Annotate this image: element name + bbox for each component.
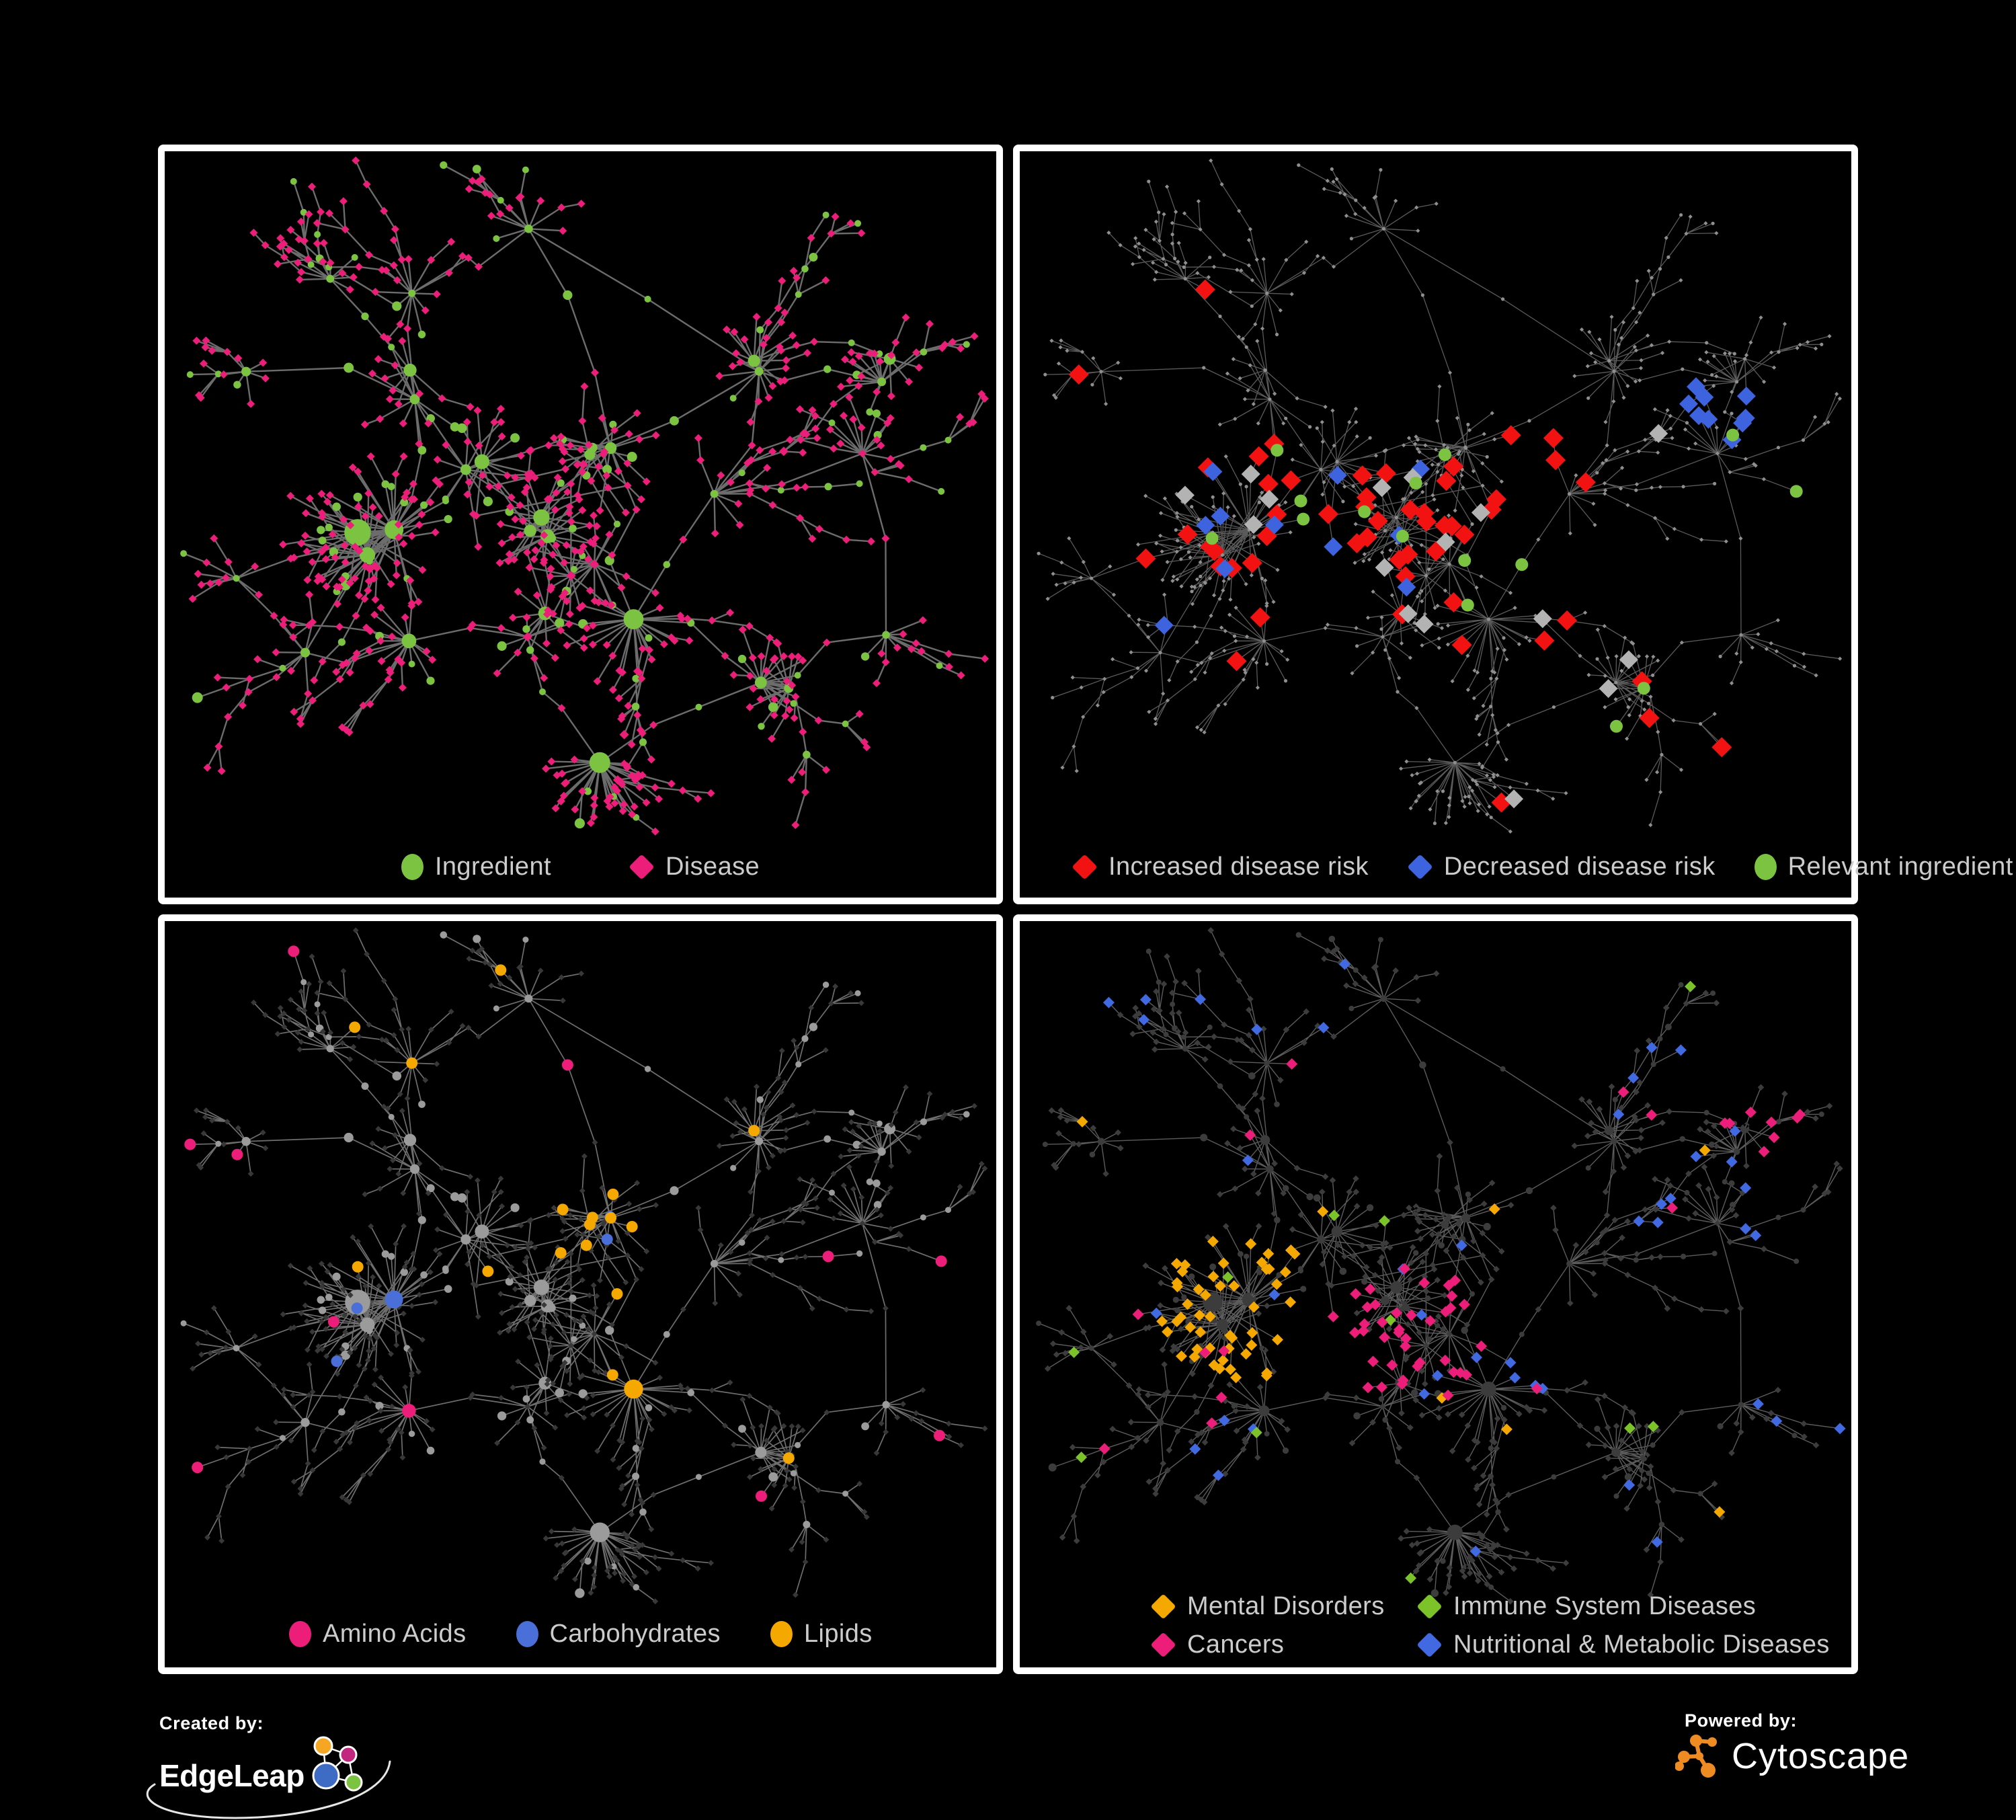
panel-ingredient-disease: Ingredient Disease xyxy=(158,145,1003,904)
legend-item: Increased disease risk xyxy=(1072,853,1369,881)
legend-ingredient-disease: Ingredient Disease xyxy=(165,853,996,881)
legend-label: Ingredient xyxy=(434,853,551,881)
legend-item: Carbohydrates xyxy=(516,1620,721,1649)
legend-label: Amino Acids xyxy=(323,1620,467,1648)
ingredient-marker-icon xyxy=(401,854,424,880)
network-graph-disease-categories xyxy=(1036,927,1846,1605)
legend-item: Lipids xyxy=(770,1620,873,1649)
legend-label: Mental Disorders xyxy=(1187,1592,1385,1620)
cytoscape-wordmark: Cytoscape xyxy=(1732,1736,1910,1777)
legend-item: Amino Acids xyxy=(289,1620,467,1649)
legend-label: Disease xyxy=(665,853,760,881)
legend-item: Cancers xyxy=(1150,1630,1417,1659)
edgeleap-wordmark: EdgeLeap xyxy=(159,1757,305,1793)
panel-disease-categories: Mental Disorders Immune System Diseases … xyxy=(1013,914,1858,1674)
cytoscape-logo-icon xyxy=(1675,1735,1717,1778)
amino-acids-marker-icon xyxy=(289,1621,311,1647)
legend-label: Cancers xyxy=(1187,1630,1285,1659)
legend-label: Nutritional & Metabolic Diseases xyxy=(1453,1630,1830,1659)
mental-disorders-marker-icon xyxy=(1150,1593,1176,1620)
edgeleap-credit: Created by: EdgeLeap xyxy=(146,1713,442,1819)
disease-marker-icon xyxy=(629,854,655,880)
legend-disease-categories: Mental Disorders Immune System Diseases … xyxy=(1150,1592,1830,1659)
lipids-marker-icon xyxy=(770,1621,793,1647)
legend-label: Lipids xyxy=(803,1620,873,1648)
network-graph-disease-risk xyxy=(1037,158,1843,834)
legend-item: Mental Disorders xyxy=(1150,1592,1417,1621)
legend-ingredient-classes: Amino Acids Carbohydrates Lipids xyxy=(289,1620,873,1649)
legend-item: Disease xyxy=(629,853,760,881)
network-graph-ingredient-classes xyxy=(180,927,988,1605)
cancers-marker-icon xyxy=(1150,1632,1176,1658)
metabolic-diseases-marker-icon xyxy=(1416,1632,1443,1658)
legend-item: Decreased disease risk xyxy=(1407,853,1716,881)
legend-item: Ingredient xyxy=(401,853,551,881)
legend-label: Decreased disease risk xyxy=(1443,853,1716,881)
decreased-risk-marker-icon xyxy=(1407,854,1433,880)
legend-label: Increased disease risk xyxy=(1108,853,1369,881)
increased-risk-marker-icon xyxy=(1072,854,1098,880)
edgeleap-logo-icon xyxy=(312,1736,363,1792)
cytoscape-credit: Powered by: Cytosc xyxy=(1675,1710,1909,1781)
legend-label: Relevant ingredient xyxy=(1787,853,2013,881)
panel-disease-risk: Increased disease risk Decreased disease… xyxy=(1013,145,2013,904)
immune-diseases-marker-icon xyxy=(1416,1593,1443,1620)
legend-disease-risk: Increased disease risk Decreased disease… xyxy=(1072,853,2013,881)
legend-label: Immune System Diseases xyxy=(1453,1592,1757,1620)
legend-item: Nutritional & Metabolic Diseases xyxy=(1416,1630,1830,1659)
legend-item: Relevant ingredient xyxy=(1754,853,2013,881)
panel-ingredient-classes: Amino Acids Carbohydrates Lipids xyxy=(158,914,1003,1674)
relevant-ingredient-marker-icon xyxy=(1754,854,1777,880)
created-by-label: Created by: xyxy=(159,1713,264,1733)
powered-by-label: Powered by: xyxy=(1685,1710,1798,1731)
network-graph-ingredient-disease xyxy=(180,156,990,836)
carbohydrates-marker-icon xyxy=(516,1621,538,1647)
legend-item: Immune System Diseases xyxy=(1416,1592,1830,1621)
legend-label: Carbohydrates xyxy=(549,1620,721,1648)
